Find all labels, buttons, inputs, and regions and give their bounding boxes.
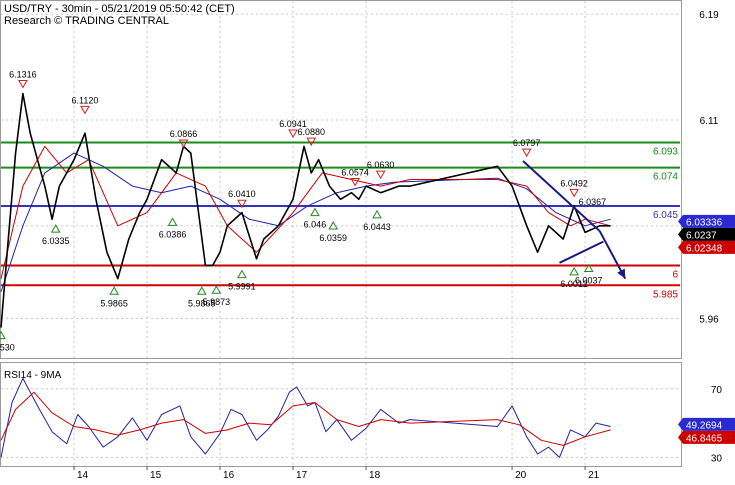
y-tick-label: 5.96 [699,314,719,325]
x-axis: 14 15 16 17 18 20 21 [73,466,600,481]
swing-high-label: 6.0797 [513,138,541,148]
trendline-0 [522,160,601,232]
level-lines: 6.093 6.074 6.045 6 5.985 [1,141,680,300]
rsi-tag-red-bg [678,430,735,444]
rsi-series [0,377,611,458]
low-marker-icon [196,286,207,295]
series-close [0,92,611,328]
swing-high-label: 6.0880 [298,127,326,137]
high-marker-icon [80,105,90,115]
level-label-s1: 6 [672,269,678,280]
annotation-label: 6.0367 [579,197,607,207]
main-y-axis: 5.966.036.116.19 [699,10,719,325]
low-marker-icon [310,207,320,217]
price-tag-blue-label: 6.03336 [686,217,723,228]
low-marker-icon [328,220,339,230]
swing-low-label: 6.0037 [575,276,603,286]
series-ma_slow [0,152,611,293]
swing-low-label: 6.046 [304,220,327,230]
price-tag-red-label: 6.02348 [686,243,723,254]
swing-low-label: 6.0386 [159,229,187,239]
swing-high-label: 6.0941 [279,119,307,129]
series-ma_fast [0,145,611,279]
high-marker-icon [237,199,247,209]
trendline-1 [559,240,604,264]
low-marker-icon [569,266,579,276]
x-tick-label: 20 [515,470,527,480]
swing-high-label: 6.0866 [170,129,198,139]
swing-high-label: 6.0574 [341,168,369,178]
high-marker-icon [350,178,360,187]
low-marker-icon [211,285,222,294]
y-tick-label: 6.11 [700,116,719,127]
level-label-s2: 5.985 [653,289,678,300]
rsi-y-axis: 30 70 [711,385,723,465]
swing-low-label: 5.9873 [203,297,231,307]
rsi-tag-blue-label: 49.2694 [686,420,723,431]
price-tag-black-bg [678,227,735,241]
price-tags: 6.03336 6.0237 6.02348 49.2694 46.8465 [678,214,735,444]
level-label-pivot: 6.045 [653,210,678,221]
swing-high-label: 6.0630 [367,160,395,170]
high-marker-icon [306,137,317,147]
high-marker-icon [288,129,298,139]
x-tick-label: 18 [369,470,381,480]
x-tick-label: 14 [77,470,89,480]
low-marker-icon [109,286,120,295]
swing-high-label: 6.1316 [9,69,37,79]
low-marker-icon [167,217,178,226]
swing-high-label: 6.0410 [228,189,256,199]
high-marker-icon [521,148,532,158]
swing-low-label: 6.0335 [42,236,70,246]
swing-low-label: 6.0012 [560,279,588,289]
chart-subtitle: Research © TRADING CENTRAL [4,15,169,27]
rsi-panel-frame [0,362,682,467]
rsi-y-tick-label: 70 [711,385,723,396]
low-marker-icon [50,224,61,233]
swing-low-label: 6.0443 [363,222,391,232]
rsi-panel-title: RSI14 - 9MA [4,370,62,381]
high-marker-icon [569,188,579,198]
y-tick-label: 6.19 [699,10,719,21]
high-marker-icon [178,139,189,148]
series-rsi [0,377,611,458]
swing-markers: 5.9530 6.1316 6.0335 6.1120 5.9865 6.0386 6.08… [0,69,607,353]
rsi-y-tick-label: 30 [711,453,723,464]
series-rsi_ma [0,391,611,446]
rsi-tag-red-label: 46.8465 [686,433,723,444]
low-marker-icon [0,330,6,340]
level-label-r2: 6.093 [653,146,678,157]
swing-low-label: 5.9991 [228,282,256,292]
x-tick-label: 16 [223,470,235,480]
main-panel-frame [0,0,682,359]
price-tag-black-label: 6.0237 [686,230,717,241]
swing-low-label: 6.0359 [319,233,347,243]
low-marker-icon [583,263,594,273]
x-tick-label: 21 [588,470,600,480]
projection-arrow-head [617,268,626,279]
high-marker-icon [18,79,28,89]
low-marker-icon [237,269,247,279]
swing-high-label: 6.0492 [560,178,588,188]
swing-low-label: 5.9530 [0,343,15,353]
rsi-tag-blue-bg [678,417,735,431]
x-tick-label: 15 [150,470,162,480]
price-series [0,92,611,328]
low-marker-icon [372,209,382,219]
price-tag-blue-bg [678,214,735,228]
rsi-grid [1,363,680,466]
swing-low-label: 5.9865 [100,298,128,308]
price-tag-red-bg [678,240,735,254]
chart-title: USD/TRY - 30min - 05/21/2019 05:50:42 (C… [4,3,235,15]
swing-low-label: 5.9865 [188,298,216,308]
high-marker-icon [375,170,386,180]
swing-high-label: 6.1120 [72,95,99,105]
trendlines [522,160,627,280]
x-tick-label: 17 [296,470,308,480]
level-label-r1: 6.074 [653,172,678,183]
